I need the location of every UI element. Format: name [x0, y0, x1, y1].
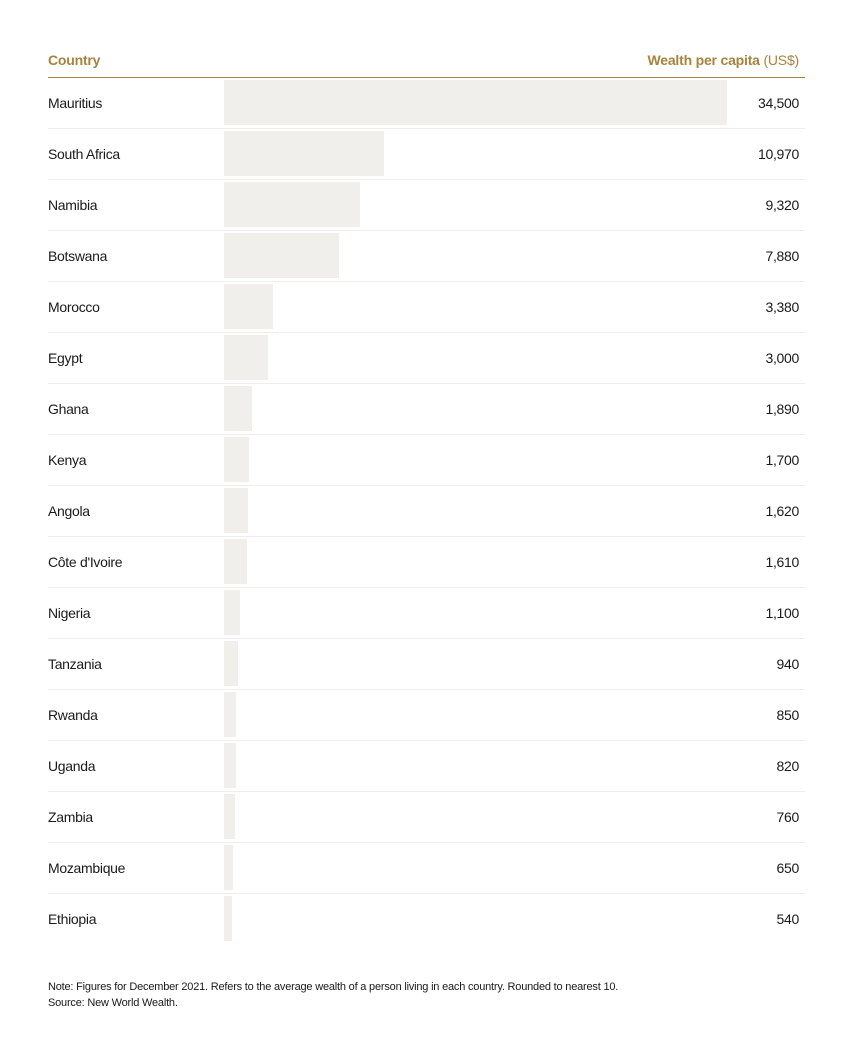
value-label: 850	[776, 707, 800, 723]
bar	[224, 743, 236, 788]
value-label: 7,880	[765, 248, 799, 264]
country-column-header: Country	[48, 52, 101, 68]
country-label: Ghana	[48, 401, 89, 417]
chart-row: Uganda 820	[48, 741, 805, 792]
bar	[224, 539, 248, 584]
chart-row: Kenya 1,700	[48, 435, 805, 486]
value-label: 9,320	[765, 197, 799, 213]
chart-row: Nigeria 1,100	[48, 588, 805, 639]
bar	[224, 437, 249, 482]
bar	[224, 794, 236, 839]
bar	[224, 641, 238, 686]
value-label: 1,890	[765, 401, 799, 417]
wealth-column-header-title: Wealth per capita	[647, 52, 760, 68]
country-label: Côte d'Ivoire	[48, 554, 123, 570]
chart-row: Mauritius 34,500	[48, 78, 805, 129]
bar	[224, 233, 339, 278]
country-label: Angola	[48, 503, 90, 519]
value-label: 34,500	[757, 95, 799, 111]
value-label: 540	[776, 911, 800, 927]
country-label: Uganda	[48, 758, 96, 774]
chart-row: Ethiopia 540	[48, 894, 805, 944]
country-label: Egypt	[48, 350, 83, 366]
country-label: Nigeria	[48, 605, 91, 621]
bar	[224, 131, 384, 176]
value-label: 820	[776, 758, 800, 774]
country-label: Mozambique	[48, 860, 126, 876]
chart-row: Morocco 3,380	[48, 282, 805, 333]
value-label: 1,100	[765, 605, 799, 621]
value-label: 940	[776, 656, 800, 672]
chart-row: Rwanda 850	[48, 690, 805, 741]
value-label: 1,700	[765, 452, 799, 468]
footer-source: Source: New World Wealth.	[48, 997, 178, 1009]
bar	[224, 488, 248, 533]
bar	[224, 692, 237, 737]
chart-row: Namibia 9,320	[48, 180, 805, 231]
chart-row: Botswana 7,880	[48, 231, 805, 282]
country-label: Rwanda	[48, 707, 98, 723]
value-label: 650	[776, 860, 800, 876]
chart-row: Mozambique 650	[48, 843, 805, 894]
chart-header: Country Wealth per capita (US$)	[48, 48, 805, 78]
country-label: South Africa	[48, 146, 120, 162]
country-label: Zambia	[48, 809, 93, 825]
chart-footer: Note: Figures for December 2021. Refers …	[48, 979, 618, 1011]
chart-row: Angola 1,620	[48, 486, 805, 537]
wealth-bar-chart: Country Wealth per capita (US$) Mauritiu…	[48, 48, 805, 944]
chart-row: Ghana 1,890	[48, 384, 805, 435]
country-label: Mauritius	[48, 95, 103, 111]
country-label: Kenya	[48, 452, 87, 468]
country-label: Botswana	[48, 248, 108, 264]
value-label: 1,610	[765, 554, 799, 570]
chart-row: Zambia 760	[48, 792, 805, 843]
value-label: 3,000	[765, 350, 799, 366]
value-label: 10,970	[757, 146, 799, 162]
bar	[224, 284, 274, 329]
chart-row: Côte d'Ivoire 1,610	[48, 537, 805, 588]
value-label: 3,380	[765, 299, 799, 315]
bar	[224, 335, 268, 380]
chart-rows: Mauritius 34,500 South Africa 10,970 Namibia…	[48, 78, 805, 944]
bar	[224, 182, 360, 227]
wealth-column-header: Wealth per capita (US$)	[647, 52, 799, 68]
country-label: Ethiopia	[48, 911, 97, 927]
bar	[224, 386, 252, 431]
country-label: Namibia	[48, 197, 98, 213]
value-label: 760	[776, 809, 800, 825]
chart-row: Tanzania 940	[48, 639, 805, 690]
chart-row: South Africa 10,970	[48, 129, 805, 180]
footer-note: Note: Figures for December 2021. Refers …	[48, 981, 619, 993]
bar	[224, 80, 727, 125]
value-label: 1,620	[765, 503, 799, 519]
bar	[224, 590, 241, 635]
bar	[224, 845, 234, 890]
bar	[224, 896, 232, 941]
wealth-column-header-unit: (US$)	[759, 52, 799, 68]
chart-row: Egypt 3,000	[48, 333, 805, 384]
country-label: Morocco	[48, 299, 100, 315]
country-label: Tanzania	[48, 656, 102, 672]
